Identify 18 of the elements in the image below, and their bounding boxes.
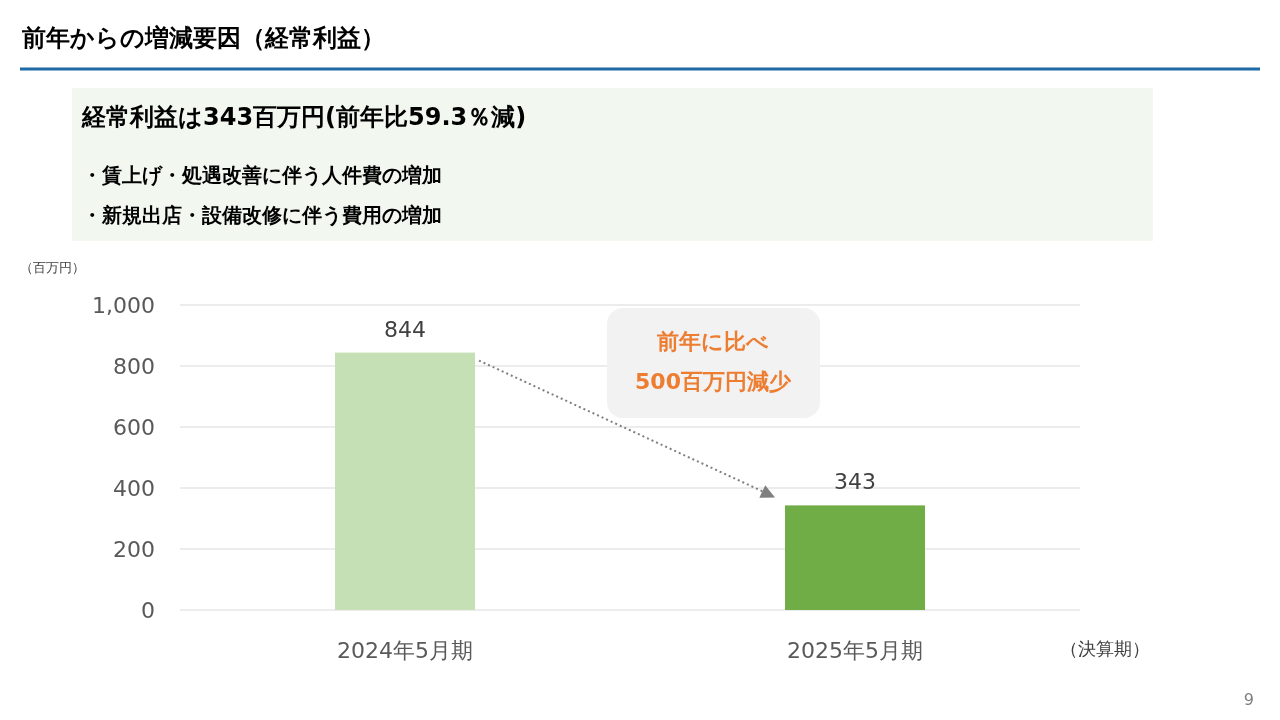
y-tick-label: 400 — [113, 476, 155, 501]
x-tick-label: 2024年5月期 — [337, 638, 473, 663]
text: ・賃上げ・処遇改善に伴う人件費の増加 — [82, 163, 442, 187]
y-tick-label: 800 — [113, 354, 155, 379]
y-tick-label: 200 — [113, 537, 155, 562]
chart-title: 前年からの増減要因（経常利益） — [21, 24, 385, 52]
y-tick-label: 1,000 — [92, 293, 155, 318]
text: ・新規出店・設備改修に伴う費用の増加 — [82, 203, 442, 227]
y-tick-label: 600 — [113, 415, 155, 440]
text: 9 — [1243, 690, 1254, 709]
chart-subtitle: 経常利益は343百万円(前年比59.3％減) — [81, 103, 527, 131]
y-tick-label: 0 — [141, 598, 155, 623]
data-label: 343 — [834, 469, 876, 495]
x-tick-label: 2025年5月期 — [787, 638, 923, 663]
y-axis-title: （百万円） — [20, 260, 85, 275]
data-label: 844 — [384, 316, 426, 342]
annotation: 前年に比べ 500百万円減少 — [635, 329, 792, 394]
x-axis-title: （決算期） — [1060, 638, 1150, 659]
